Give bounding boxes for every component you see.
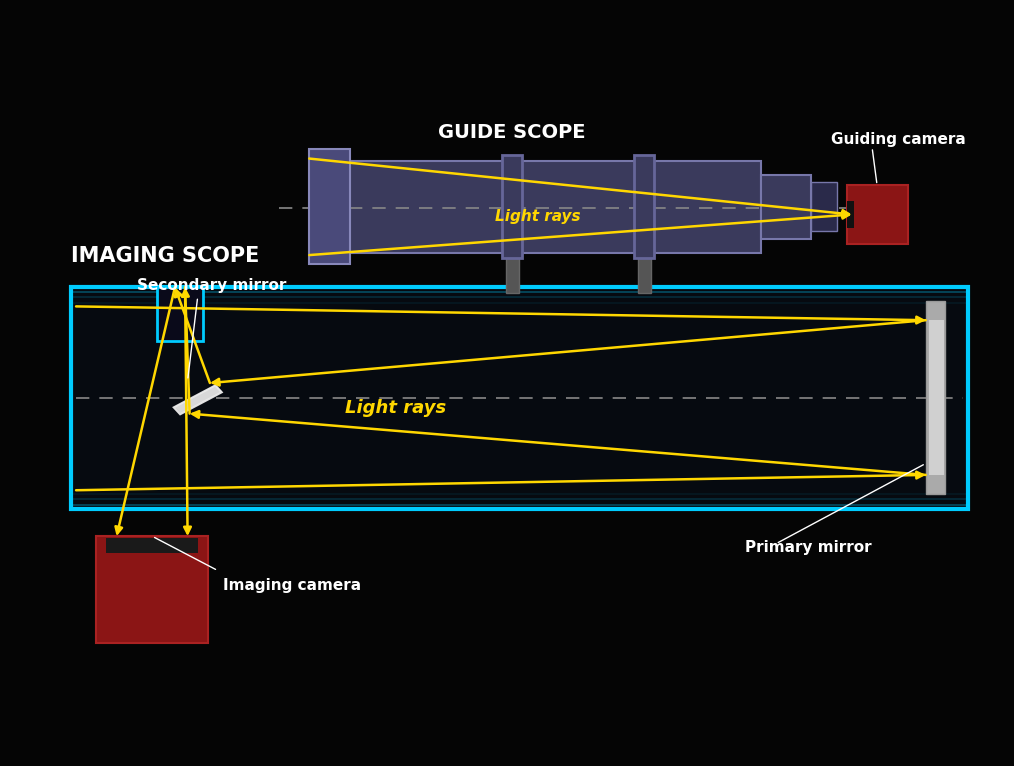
Bar <box>929 320 944 475</box>
Text: Imaging camera: Imaging camera <box>223 578 361 594</box>
Polygon shape <box>173 385 222 414</box>
Bar <box>847 201 854 228</box>
Bar <box>760 175 811 239</box>
Bar <box>335 161 760 253</box>
Bar <box>96 536 208 643</box>
Bar <box>638 255 651 293</box>
Bar <box>926 301 945 494</box>
Bar <box>309 149 350 264</box>
Text: Secondary mirror: Secondary mirror <box>137 277 286 293</box>
Bar <box>506 255 519 293</box>
Bar <box>71 287 968 509</box>
Bar <box>634 155 654 258</box>
Text: Guiding camera: Guiding camera <box>831 132 966 147</box>
Text: Primary mirror: Primary mirror <box>745 540 872 555</box>
Bar <box>157 287 203 341</box>
Bar <box>106 538 198 553</box>
Polygon shape <box>174 385 223 414</box>
Text: Light rays: Light rays <box>495 208 580 224</box>
Text: GUIDE SCOPE: GUIDE SCOPE <box>438 123 586 142</box>
Bar <box>502 155 522 258</box>
Text: IMAGING SCOPE: IMAGING SCOPE <box>71 246 260 266</box>
Text: Light rays: Light rays <box>345 398 446 417</box>
Bar <box>847 185 908 244</box>
Bar <box>811 182 837 231</box>
